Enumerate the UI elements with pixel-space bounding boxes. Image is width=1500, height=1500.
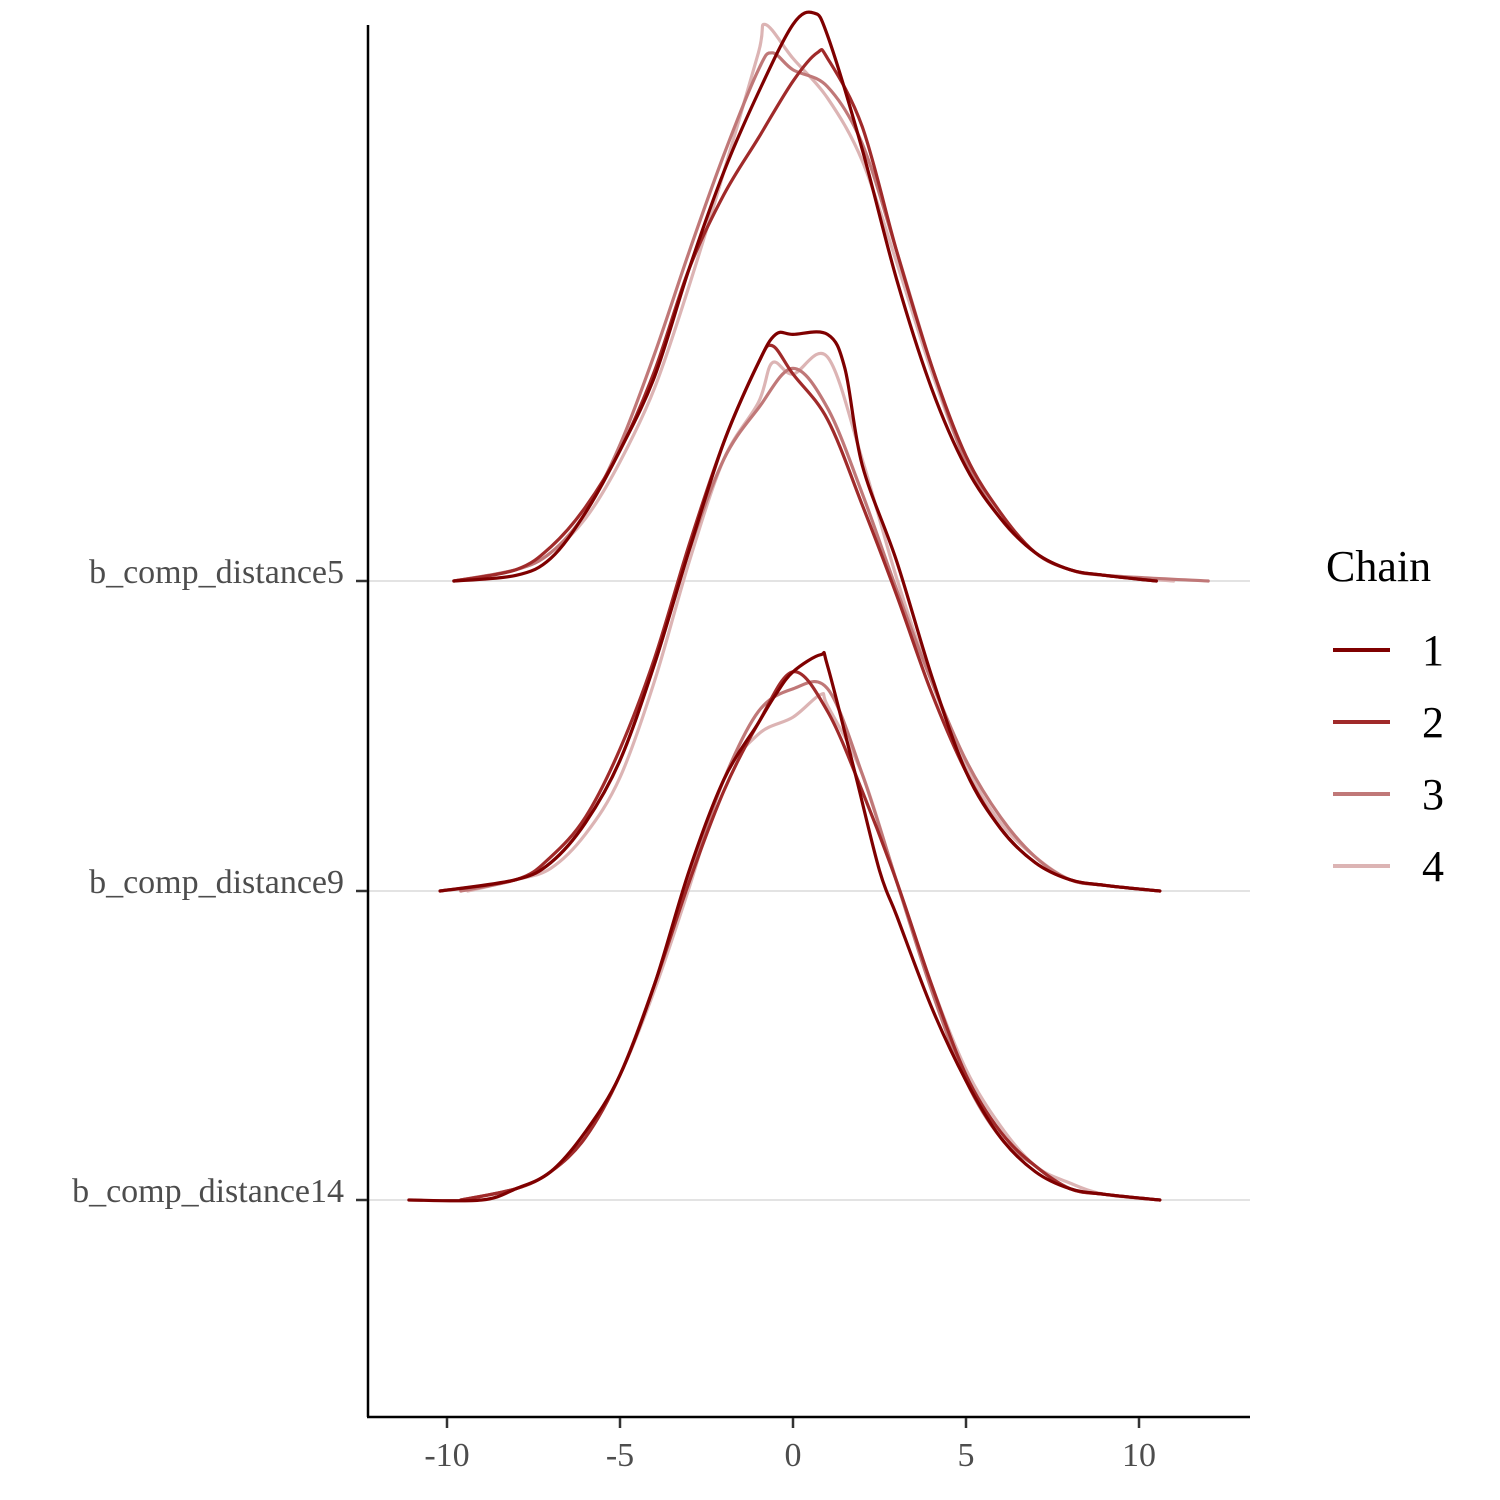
density-curve-chain-3: [459, 366, 1162, 893]
x-tick-label: -10: [424, 1437, 469, 1474]
x-tick-label: 10: [1122, 1437, 1156, 1474]
density-curve-chain-1: [452, 10, 1158, 583]
y-tick-label: b_comp_distance5: [89, 554, 344, 591]
row-baselines: [368, 580, 1250, 1201]
density-curve-chain-2: [459, 670, 1162, 1202]
density-curve-chain-3: [459, 679, 1162, 1202]
density-curve-chain-1: [407, 651, 1162, 1203]
density-curve-chain-4: [459, 692, 1162, 1202]
axes: [366, 25, 1250, 1419]
x-ticks: -10 -5 0 5 10: [424, 1418, 1156, 1474]
y-tick-label: b_comp_distance9: [89, 864, 344, 901]
density-curve-chain-4: [466, 352, 1162, 893]
density-curve-chain-1: [438, 330, 1162, 893]
legend-label-chain-2: 2: [1422, 698, 1444, 747]
legend-label-chain-3: 3: [1422, 770, 1444, 819]
density-curve-chain-4: [452, 22, 1176, 583]
y-tick-label: b_comp_distance14: [72, 1173, 344, 1210]
density-curves: [407, 10, 1210, 1203]
legend-label-chain-4: 4: [1422, 842, 1444, 891]
density-curve-chain-2: [452, 47, 1158, 583]
legend-label-chain-1: 1: [1422, 626, 1444, 675]
density-curve-chain-2: [438, 343, 1162, 893]
y-ticks: b_comp_distance5 b_comp_distance9 b_comp_d…: [72, 554, 367, 1210]
x-tick-label: -5: [606, 1437, 634, 1474]
legend-title: Chain: [1326, 542, 1431, 591]
x-tick-label: 5: [958, 1437, 975, 1474]
legend: Chain 1 2 3 4: [1326, 542, 1444, 891]
x-tick-label: 0: [785, 1437, 802, 1474]
density-curve-chain-3: [452, 51, 1210, 583]
